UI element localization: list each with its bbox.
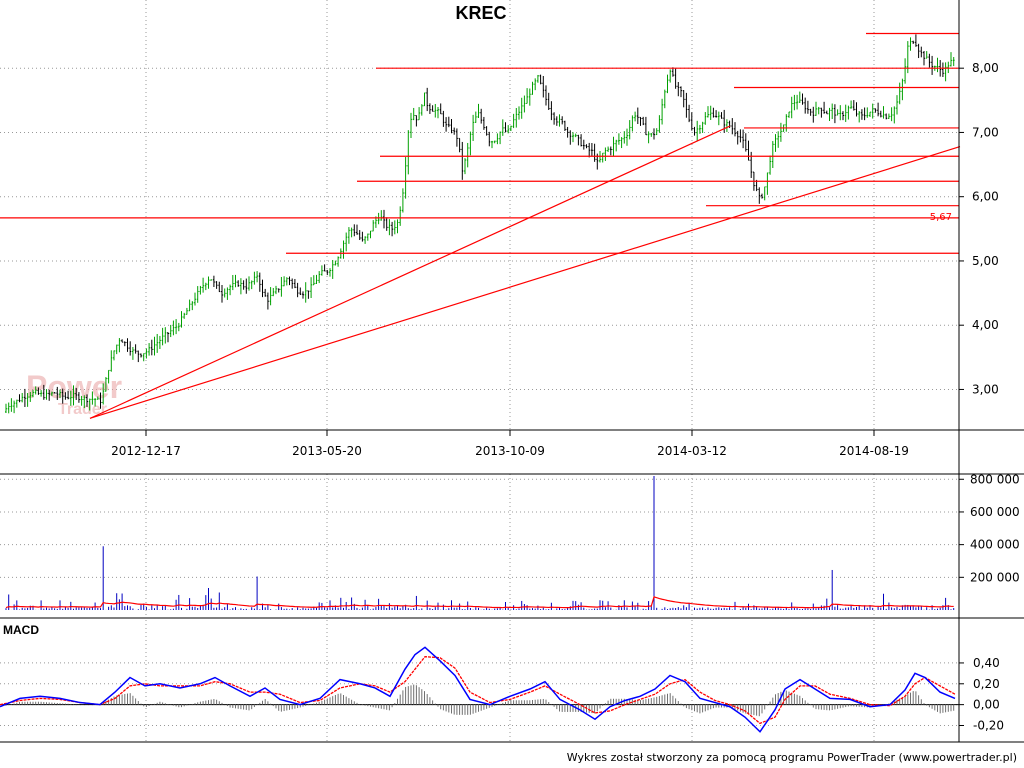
y-tick-label: 4,00 xyxy=(972,318,999,332)
x-tick-label: 2014-03-12 xyxy=(657,444,727,458)
price-y-axis: 3,00 4,00 5,00 6,00 7,00 8,00 xyxy=(959,61,999,396)
y-tick-label: 5,00 xyxy=(972,254,999,268)
x-tick-label: 2014-08-19 xyxy=(839,444,909,458)
price-annotation: 5,67 xyxy=(930,212,952,223)
y-tick-label: 400 000 xyxy=(970,538,1020,552)
trendline xyxy=(89,125,731,419)
y-tick-label: 800 000 xyxy=(970,472,1020,486)
y-tick-label: 8,00 xyxy=(972,61,999,75)
date-x-axis: 2012-12-17 2013-05-20 2013-10-09 2014-03-12… xyxy=(111,430,909,458)
trendlines xyxy=(89,125,961,419)
volume-grid xyxy=(0,474,959,618)
volume-y-axis: 200 000 400 000 600 000 800 000 xyxy=(959,472,1020,584)
x-tick-label: 2013-05-20 xyxy=(292,444,362,458)
macd-grid xyxy=(0,620,959,742)
chart-title: KREC xyxy=(455,3,506,23)
y-tick-label: 0,40 xyxy=(973,656,1000,670)
support-resistance-lines xyxy=(0,32,959,254)
macd-signal-line xyxy=(0,656,956,725)
footer-credit: Wykres został stworzony za pomocą progra… xyxy=(567,751,1017,764)
macd-series xyxy=(0,646,956,733)
y-tick-label: -0,20 xyxy=(973,718,1004,732)
y-tick-label: 3,00 xyxy=(972,382,999,396)
y-tick-label: 7,00 xyxy=(972,125,999,139)
macd-line xyxy=(0,646,956,733)
volume-series xyxy=(5,476,955,610)
price-series xyxy=(5,34,955,414)
watermark-power: Power xyxy=(26,369,122,405)
x-tick-label: 2013-10-09 xyxy=(475,444,545,458)
macd-label: MACD xyxy=(3,623,39,637)
y-tick-label: 600 000 xyxy=(970,505,1020,519)
y-tick-label: 200 000 xyxy=(970,570,1020,584)
x-tick-label: 2012-12-17 xyxy=(111,444,181,458)
y-tick-label: 6,00 xyxy=(972,190,999,204)
macd-y-axis: -0,20 0,00 0,20 0,40 xyxy=(959,656,1004,732)
y-tick-label: 0,20 xyxy=(973,677,1000,691)
trendline xyxy=(89,146,961,419)
volume-average-line xyxy=(5,596,954,609)
price-grid xyxy=(0,0,959,430)
y-tick-label: 0,00 xyxy=(973,698,1000,712)
